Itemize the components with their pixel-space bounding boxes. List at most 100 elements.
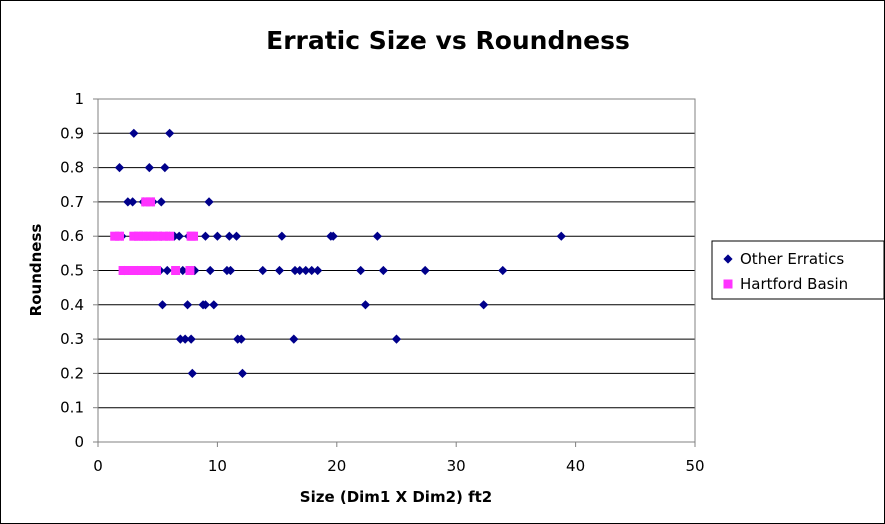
legend-label: Hartford Basin <box>740 275 848 293</box>
x-tick-label: 50 <box>685 457 704 475</box>
x-tick-label: 20 <box>327 457 346 475</box>
data-point <box>141 197 151 207</box>
data-point <box>236 334 246 344</box>
series-hartford-basin <box>110 197 199 275</box>
x-tick-label: 0 <box>93 457 103 475</box>
data-point <box>277 231 287 241</box>
y-tick-label: 0.2 <box>60 364 84 382</box>
chart-title: Erratic Size vs Roundness <box>266 26 630 55</box>
data-point <box>209 300 219 310</box>
data-point <box>134 231 144 241</box>
data-point <box>289 334 299 344</box>
data-point <box>301 265 311 276</box>
data-point <box>159 231 169 241</box>
data-point <box>225 265 236 276</box>
data-point <box>479 300 489 310</box>
gridlines <box>98 132 695 409</box>
y-tick-label: 0.5 <box>60 262 84 280</box>
data-point <box>372 231 382 241</box>
data-point <box>212 231 222 241</box>
data-point <box>178 265 188 276</box>
data-point <box>171 266 181 275</box>
legend-marker <box>723 254 733 264</box>
data-point <box>189 231 199 241</box>
data-point <box>295 265 305 276</box>
data-point <box>290 265 300 276</box>
data-point <box>200 231 211 241</box>
data-point <box>142 266 152 275</box>
y-axis-ticks: 0 0.1 0.2 0.3 0.4 0.5 0.6 0.7 0.8 0.9 1 <box>60 90 98 451</box>
data-point <box>313 265 323 276</box>
y-axis-label: Roundness <box>27 224 45 317</box>
data-point <box>137 266 147 275</box>
legend-box <box>711 240 885 300</box>
data-point <box>138 231 148 241</box>
y-tick-label: 0.3 <box>60 330 84 348</box>
y-tick-label: 0.6 <box>60 227 84 245</box>
data-point <box>132 266 142 275</box>
y-tick-label: 0.4 <box>60 296 84 314</box>
data-point <box>129 128 139 138</box>
data-point <box>162 265 172 276</box>
data-point <box>258 265 268 276</box>
y-tick-label: 0.8 <box>60 159 84 177</box>
data-point <box>147 266 157 275</box>
y-tick-label: 0.7 <box>60 193 84 211</box>
data-point <box>307 265 317 276</box>
data-point <box>152 266 162 275</box>
data-point <box>237 368 248 378</box>
data-point <box>114 163 125 173</box>
data-point <box>114 231 124 241</box>
data-point <box>224 231 234 241</box>
data-point <box>231 231 242 241</box>
data-point <box>200 300 211 310</box>
data-point <box>156 197 166 207</box>
data-point <box>378 265 388 276</box>
data-point <box>148 231 158 241</box>
data-point <box>123 266 133 275</box>
data-point <box>123 197 133 207</box>
data-point <box>360 300 371 310</box>
data-point <box>128 197 138 207</box>
data-point <box>498 265 508 276</box>
legend: Other Erratics Hartford Basin <box>711 240 885 300</box>
data-point <box>391 334 402 344</box>
data-point <box>274 265 285 276</box>
data-point <box>328 231 338 241</box>
y-tick-label: 0.9 <box>60 124 84 142</box>
data-point <box>420 265 430 276</box>
data-point <box>356 265 366 276</box>
data-point <box>187 368 197 378</box>
data-point <box>146 197 156 207</box>
data-point <box>185 266 195 275</box>
x-tick-label: 10 <box>208 457 227 475</box>
data-point <box>186 334 196 344</box>
data-point <box>204 197 214 207</box>
data-point <box>118 266 128 275</box>
data-point <box>205 265 215 276</box>
x-axis-ticks: 0 10 20 30 40 50 <box>93 442 705 475</box>
data-point <box>165 231 175 241</box>
data-point <box>175 334 185 344</box>
data-point <box>160 163 170 173</box>
data-point <box>153 231 163 241</box>
x-tick-label: 30 <box>447 457 466 475</box>
data-point <box>110 231 120 241</box>
legend-marker <box>723 279 733 289</box>
x-tick-label: 40 <box>566 457 585 475</box>
y-tick-label: 1 <box>74 90 84 108</box>
data-point <box>128 266 138 275</box>
data-point <box>174 231 184 241</box>
data-point <box>129 231 139 241</box>
y-tick-label: 0 <box>74 433 84 451</box>
data-point <box>182 300 193 310</box>
x-axis-label: Size (Dim1 X Dim2) ft2 <box>300 488 492 506</box>
series-other-erratics <box>114 128 566 378</box>
legend-label: Other Erratics <box>740 250 844 268</box>
data-point <box>556 231 566 241</box>
y-tick-label: 0.1 <box>60 399 84 417</box>
data-point <box>144 163 154 173</box>
data-points <box>110 128 566 378</box>
data-point <box>143 231 153 241</box>
